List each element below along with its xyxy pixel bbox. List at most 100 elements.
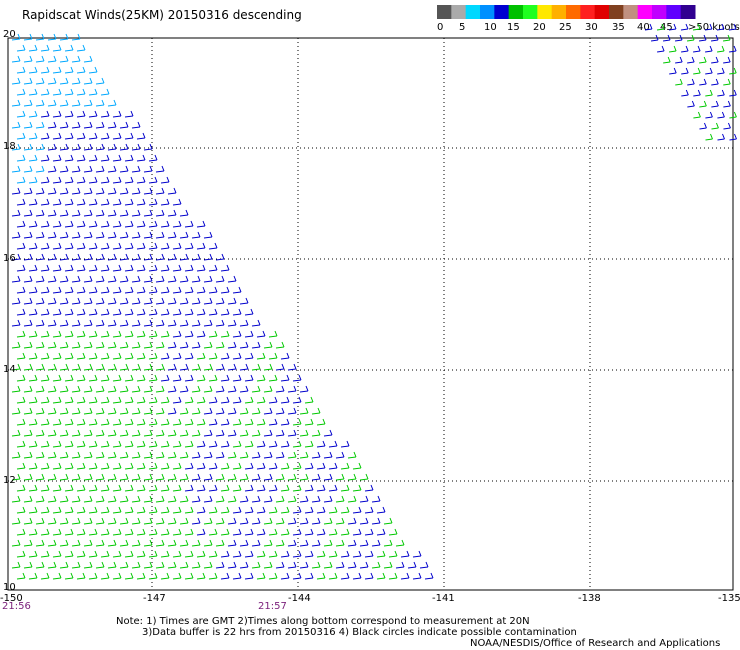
wind-speed-legend [437,5,696,19]
wind-barb [40,88,50,96]
wind-barb [220,484,230,492]
wind-barb [76,506,86,514]
wind-barb [124,242,134,250]
wind-barb [184,550,194,558]
wind-barb [215,253,225,261]
wind-barb [148,528,158,536]
wind-barb [227,451,237,459]
wind-barb [316,462,326,470]
wind-barb [76,528,86,536]
wind-barb [179,363,189,371]
wind-barb [64,330,74,338]
wind-barb [52,506,62,514]
wind-barb [220,264,230,272]
wind-barb [275,473,285,481]
wind-barb [316,440,326,448]
wind-barb [100,242,110,250]
wind-barb [208,506,218,514]
wind-barb [287,429,297,437]
wind-barb [160,374,170,382]
wind-barb [136,264,146,272]
latitude-labels: 20 18 16 14 12 10 [3,29,16,593]
wind-barb [263,561,273,569]
wind-barb [287,451,297,459]
wind-barb [40,220,50,228]
wind-barb [28,198,38,206]
wind-barb [95,253,105,261]
wind-barb [160,198,170,206]
lon-label-150: -150 [0,593,23,604]
wind-barb [119,363,129,371]
wind-barb [112,286,122,294]
page-title: Rapidscat Winds(25KM) 20150316 descendin… [22,8,302,22]
wind-barb [35,451,45,459]
wind-barb [371,539,381,547]
wind-barb [220,550,230,558]
wind-barb [40,506,50,514]
wind-barb [167,429,177,437]
wind-barb [287,407,297,415]
wind-barb [364,572,374,580]
wind-barb [88,396,98,404]
wind-barb [705,67,713,75]
wind-barb [131,319,141,327]
wind-barb [76,572,86,580]
wind-barb [124,154,134,162]
wind-barb [208,550,218,558]
wind-barb [239,561,249,569]
wind-barb [287,561,297,569]
wind-barb [83,451,93,459]
wind-barb [124,484,134,492]
wind-barb [424,572,434,580]
wind-barb [681,45,689,53]
wind-barb [251,495,261,503]
wind-barb [167,407,177,415]
wind-barb [95,539,105,547]
wind-barb [311,473,321,481]
wind-barb [23,297,33,305]
wind-barb [83,407,93,415]
legend-swatch [537,5,553,19]
wind-barb [100,506,110,514]
lat-label-10: 10 [3,582,16,593]
wind-barb [131,407,141,415]
wind-barb [52,154,62,162]
wind-barb [304,484,314,492]
lat-label-16: 16 [3,253,16,264]
wind-barb [16,110,26,118]
wind-barb [335,539,345,547]
wind-barb [669,45,677,53]
wind-barb [244,440,254,448]
wind-barb [239,341,249,349]
wind-barb [64,264,74,272]
wind-barb [95,143,105,151]
wind-barb [191,473,201,481]
wind-barb [179,297,189,305]
wind-barb [172,440,182,448]
wind-barb [136,462,146,470]
wind-barb [256,506,266,514]
wind-barb [184,242,194,250]
wind-barb [383,539,393,547]
wind-barb [23,231,33,239]
wind-barb [16,308,26,316]
wind-barb [107,275,117,283]
wind-barb [11,539,21,547]
wind-barb [215,275,225,283]
wind-barb [203,319,213,327]
wind-barb [40,198,50,206]
wind-barb [23,561,33,569]
wind-barb [23,187,33,195]
wind-barb [251,407,261,415]
wind-barb [47,341,57,349]
wind-barb [35,495,45,503]
wind-barb [76,220,86,228]
wind-barb [179,253,189,261]
wind-barb [364,484,374,492]
wind-barb [136,352,146,360]
wind-barb [124,396,134,404]
wind-barb [136,286,146,294]
wind-barb [196,484,206,492]
wind-barb [64,110,74,118]
wind-barb [728,23,737,31]
